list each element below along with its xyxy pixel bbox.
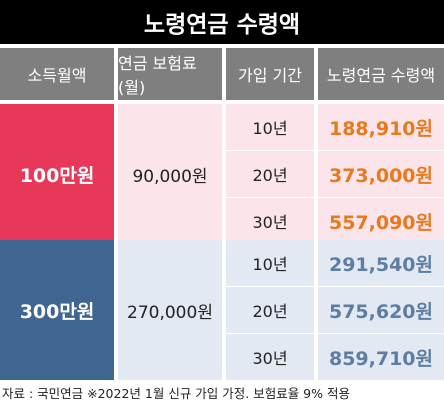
period-cell: 10년 (226, 104, 314, 150)
income-cell: 100만원 (0, 104, 114, 244)
source-footnote: 자료 : 국민연금 ※2022년 1월 신규 가입 가정. 보험료율 9% 적용 (2, 386, 350, 401)
period-cell: 30년 (226, 198, 314, 244)
amount-cell: 291,540원 (318, 240, 444, 286)
premium-header: 연금 보험료(월) (118, 48, 222, 100)
period-cell: 20년 (226, 151, 314, 197)
income-cell: 300만원 (0, 240, 114, 380)
premium-cell: 90,000원 (118, 104, 222, 244)
premium-cell: 270,000원 (118, 240, 222, 380)
chart-title: 노령연금 수령액 (0, 0, 444, 44)
amount-header: 노령연금 수령액 (318, 48, 444, 100)
amount-cell: 188,910원 (318, 104, 444, 150)
period-header: 가입 기간 (226, 48, 314, 100)
period-cell: 10년 (226, 240, 314, 286)
amount-cell: 859,710원 (318, 334, 444, 380)
amount-cell: 557,090원 (318, 198, 444, 244)
amount-cell: 373,000원 (318, 151, 444, 197)
period-cell: 30년 (226, 334, 314, 380)
amount-cell: 575,620원 (318, 287, 444, 333)
income-header: 소득월액 (0, 48, 114, 100)
period-cell: 20년 (226, 287, 314, 333)
